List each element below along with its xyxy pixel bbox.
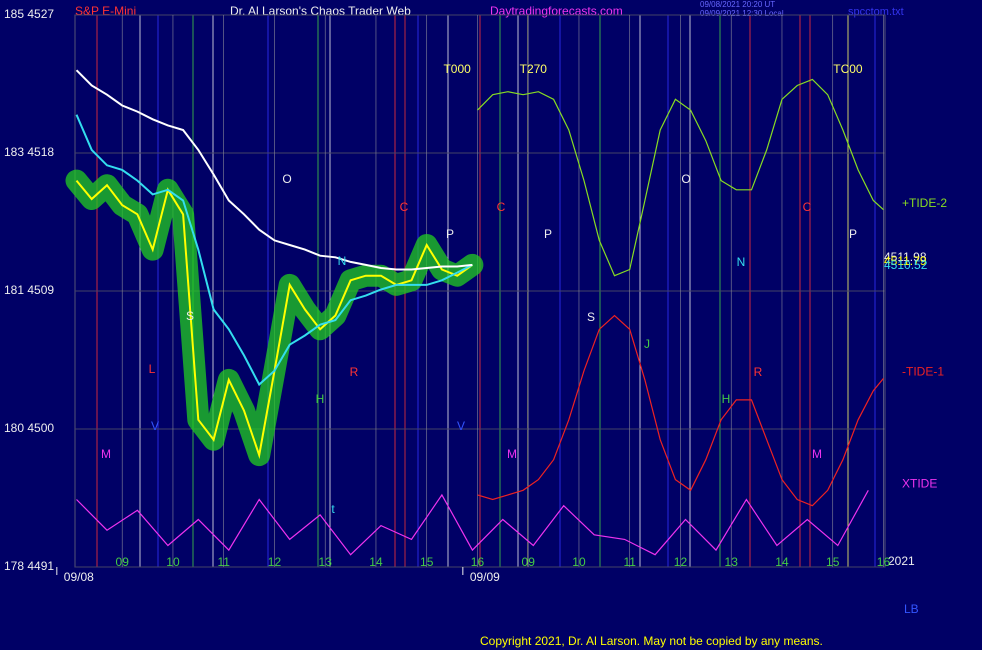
date-label: 09/09 bbox=[470, 570, 500, 584]
timestamp: 09/08/2021 20:20 UT bbox=[700, 0, 775, 9]
x-tick-label: 15 bbox=[826, 555, 840, 569]
y-tick-label: 180 4500 bbox=[4, 421, 54, 435]
series-line bbox=[477, 314, 884, 507]
annotation: S bbox=[186, 309, 194, 323]
annotation: P bbox=[849, 227, 857, 241]
x-tick-label: 14 bbox=[775, 555, 789, 569]
annotation: C bbox=[400, 200, 409, 214]
annotation: S bbox=[587, 310, 595, 324]
y-tick-label: 181 4509 bbox=[4, 283, 54, 297]
x-tick-label: 13 bbox=[319, 555, 333, 569]
x-tick-label: 13 bbox=[725, 555, 739, 569]
x-tick-label: 16 bbox=[471, 555, 485, 569]
annotation: M bbox=[507, 447, 517, 461]
symbol: S&P E-Mini bbox=[75, 4, 136, 18]
y-tick-label: 178 4491 bbox=[4, 559, 54, 573]
annotation: P bbox=[446, 227, 454, 241]
annotation: J bbox=[644, 337, 650, 351]
site: Daytradingforecasts.com bbox=[490, 4, 623, 18]
x-tick-label: 10 bbox=[166, 555, 180, 569]
x-tick-label: 09 bbox=[522, 555, 536, 569]
x-tick-label: 10 bbox=[572, 555, 586, 569]
annotation: N bbox=[737, 255, 746, 269]
annotation: O bbox=[282, 172, 291, 186]
annotation: M bbox=[812, 447, 822, 461]
price-label: 4511.98 bbox=[884, 250, 927, 264]
price-label: 4511.79 bbox=[884, 254, 927, 268]
annotation: H bbox=[722, 392, 731, 406]
series-line bbox=[75, 114, 473, 387]
date-label: 09/08 bbox=[64, 570, 94, 584]
x-tick-label: 12 bbox=[674, 555, 688, 569]
chart-title: Dr. Al Larson's Chaos Trader Web bbox=[230, 4, 411, 18]
x-tick-label: 14 bbox=[369, 555, 383, 569]
price-label: 4510.52 bbox=[884, 258, 928, 272]
file-name: spcctom.txt bbox=[848, 6, 904, 18]
annotation: R bbox=[754, 365, 763, 379]
timestamp: 09/09/2021 12:30 Local bbox=[700, 9, 784, 18]
y-tick-label: 183 4518 bbox=[4, 145, 54, 159]
x-tick-label: 11 bbox=[623, 555, 636, 569]
annotation: H bbox=[316, 392, 325, 406]
x-tick-label: 11 bbox=[217, 555, 230, 569]
series-line bbox=[477, 78, 884, 277]
x-tick-label: 16 bbox=[877, 555, 891, 569]
annotation: N bbox=[338, 254, 347, 268]
year: 2021 bbox=[888, 554, 915, 568]
y-tick-label: 185 4527 bbox=[4, 7, 54, 21]
x-tick-label: 15 bbox=[420, 555, 434, 569]
cycle-label: TC00 bbox=[833, 62, 863, 76]
annotation: L bbox=[149, 362, 156, 376]
legend-entry: -TIDE-1 bbox=[902, 365, 944, 379]
annotation: O bbox=[681, 172, 690, 186]
annotation: R bbox=[350, 365, 359, 379]
annotation: V bbox=[457, 419, 465, 433]
series-line bbox=[75, 69, 473, 271]
series-line bbox=[76, 490, 869, 556]
cycle-label: T270 bbox=[520, 62, 548, 76]
annotation: M bbox=[101, 447, 111, 461]
annotation: C bbox=[803, 200, 812, 214]
corner-label: LB bbox=[904, 602, 919, 616]
x-tick-label: 12 bbox=[268, 555, 282, 569]
annotation: t bbox=[331, 502, 335, 516]
annotation: C bbox=[497, 200, 506, 214]
cycle-label: T000 bbox=[443, 62, 471, 76]
x-tick-label: 09 bbox=[116, 555, 130, 569]
annotation: V bbox=[151, 419, 159, 433]
legend-entry: +TIDE-2 bbox=[902, 196, 947, 210]
legend-entry: XTIDE bbox=[902, 477, 937, 491]
annotation: P bbox=[544, 227, 552, 241]
copyright: Copyright 2021, Dr. Al Larson. May not b… bbox=[480, 634, 823, 648]
